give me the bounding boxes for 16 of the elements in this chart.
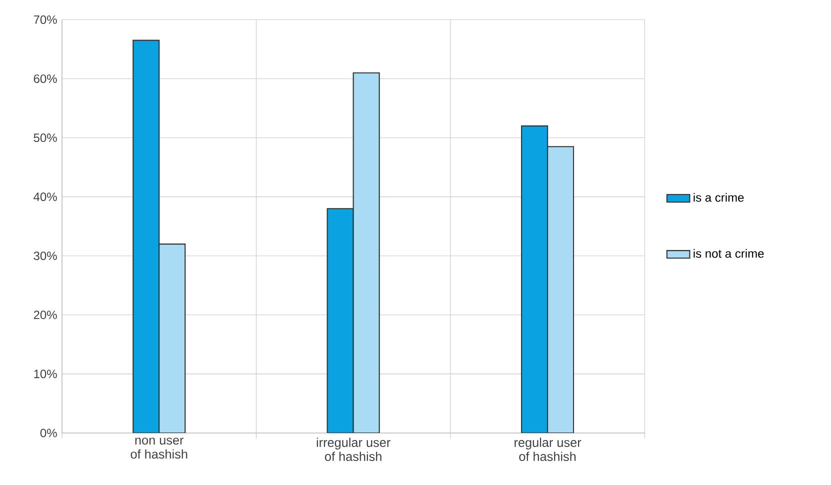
bar bbox=[326, 208, 354, 433]
y-tick-label: 30% bbox=[34, 252, 57, 260]
y-tick-label: 60% bbox=[34, 74, 57, 83]
y-tick-label: 10% bbox=[34, 370, 57, 378]
y-tick-label: 70% bbox=[34, 15, 57, 24]
y-tick-label: 50% bbox=[34, 134, 57, 142]
x-tick-label: irregular user of hashish bbox=[316, 438, 390, 461]
legend-label: is not a crime bbox=[694, 248, 764, 258]
y-tick-label: 40% bbox=[34, 192, 57, 202]
bar bbox=[132, 40, 160, 433]
legend-label: is a crime bbox=[694, 192, 744, 202]
x-tick-label: non user of hashish bbox=[130, 438, 188, 459]
y-tick-label: 0% bbox=[40, 428, 57, 438]
bar bbox=[521, 125, 548, 433]
x-tick-label: regular user of hashish bbox=[514, 438, 582, 461]
y-tick-label: 20% bbox=[34, 310, 57, 320]
